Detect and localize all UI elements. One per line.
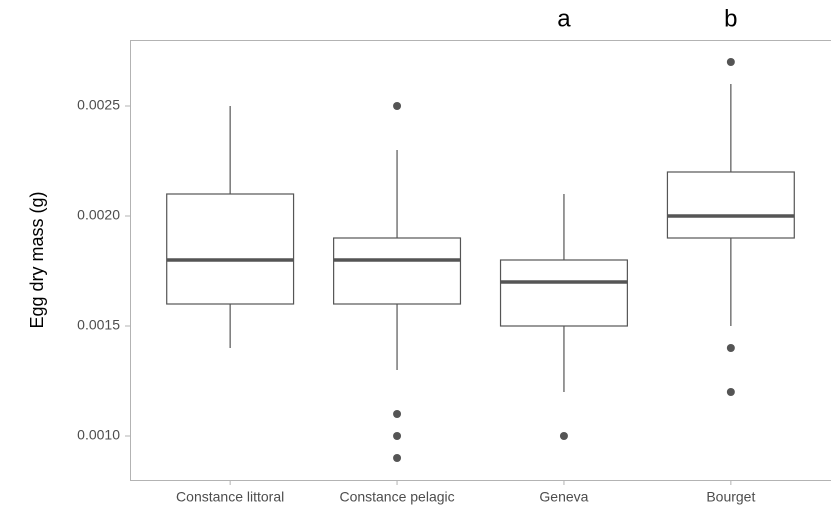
- outlier: [726, 344, 735, 352]
- outlier: [393, 454, 402, 462]
- outlier: [393, 432, 402, 440]
- outlier: [393, 410, 402, 418]
- y-tick-label: 0.0020: [77, 207, 120, 223]
- box: [666, 171, 795, 239]
- y-tick-label: 0.0015: [77, 317, 120, 333]
- x-tick-label: Constance pelagic: [339, 489, 454, 505]
- box: [333, 237, 462, 305]
- y-tick-label: 0.0010: [77, 427, 120, 443]
- y-axis-label: Egg dry mass (g): [27, 191, 47, 328]
- panel-border: [130, 40, 831, 481]
- y-tick-label: 0.0025: [77, 97, 120, 113]
- group-label: a: [557, 5, 571, 32]
- outlier: [726, 388, 735, 396]
- box: [499, 259, 628, 327]
- box: [166, 193, 295, 305]
- group-label: b: [724, 5, 737, 32]
- x-tick-label: Geneva: [539, 489, 588, 505]
- outlier: [393, 102, 402, 110]
- outlier: [559, 432, 568, 440]
- outlier: [726, 58, 735, 66]
- x-tick-label: Bourget: [706, 489, 755, 505]
- x-tick-label: Constance littoral: [176, 489, 284, 505]
